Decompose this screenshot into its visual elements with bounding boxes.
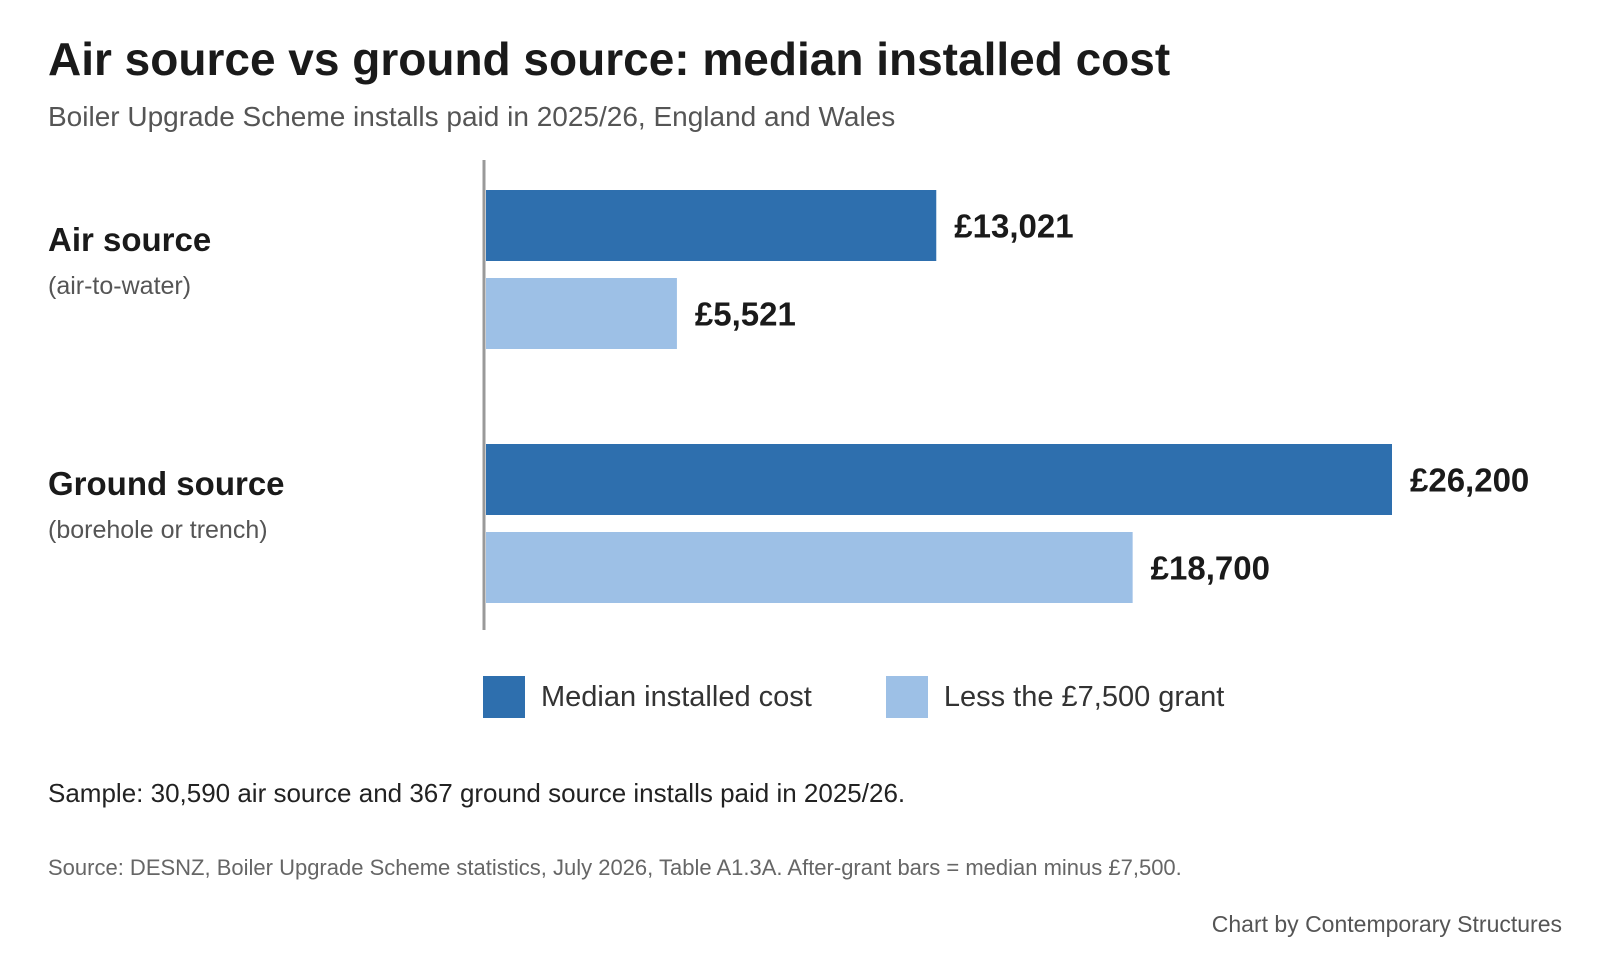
legend-label-median: Median installed cost bbox=[541, 680, 812, 713]
source-note: Source: DESNZ, Boiler Upgrade Scheme sta… bbox=[48, 855, 1182, 880]
legend-item-median: Median installed cost bbox=[483, 676, 812, 718]
chart-subtitle: Boiler Upgrade Scheme installs paid in 2… bbox=[48, 101, 896, 132]
bar-air-source-median bbox=[486, 190, 937, 261]
bar-chart: £13,021 £26,200 £5,521 £18,700 bbox=[482, 160, 1529, 630]
data-label-air-source-after-grant: £5,521 bbox=[695, 296, 796, 333]
data-label-ground-source-after-grant: £18,700 bbox=[1151, 550, 1270, 587]
chart-title: Air source vs ground source: median inst… bbox=[48, 33, 1171, 85]
legend-item-after-grant: Less the £7,500 grant bbox=[885, 676, 1225, 718]
data-label-air-source-median: £13,021 bbox=[954, 208, 1073, 245]
bar-ground-source-median bbox=[486, 444, 1392, 515]
chart-credit: Chart by Contemporary Structures bbox=[1211, 911, 1562, 937]
bars-group: £13,021 £26,200 £5,521 £18,700 bbox=[486, 190, 1529, 603]
category-label-ground-source: Ground source bbox=[48, 465, 285, 502]
category-sublabel-ground-source: (borehole or trench) bbox=[48, 516, 268, 544]
bar-ground-source-after-grant bbox=[486, 532, 1133, 603]
legend-label-after-grant: Less the £7,500 grant bbox=[943, 680, 1225, 713]
bar-air-source-after-grant bbox=[486, 278, 677, 349]
category-label-air-source: Air source bbox=[48, 221, 212, 258]
legend-swatch-after-grant bbox=[885, 676, 928, 718]
legend-swatch-median bbox=[483, 676, 525, 718]
sample-note: Sample: 30,590 air source and 367 ground… bbox=[48, 778, 906, 808]
data-label-ground-source-median: £26,200 bbox=[1410, 462, 1529, 499]
category-sublabel-air-source: (air-to-water) bbox=[48, 272, 192, 300]
legend: Median installed cost Less the £7,500 gr… bbox=[483, 676, 1298, 718]
